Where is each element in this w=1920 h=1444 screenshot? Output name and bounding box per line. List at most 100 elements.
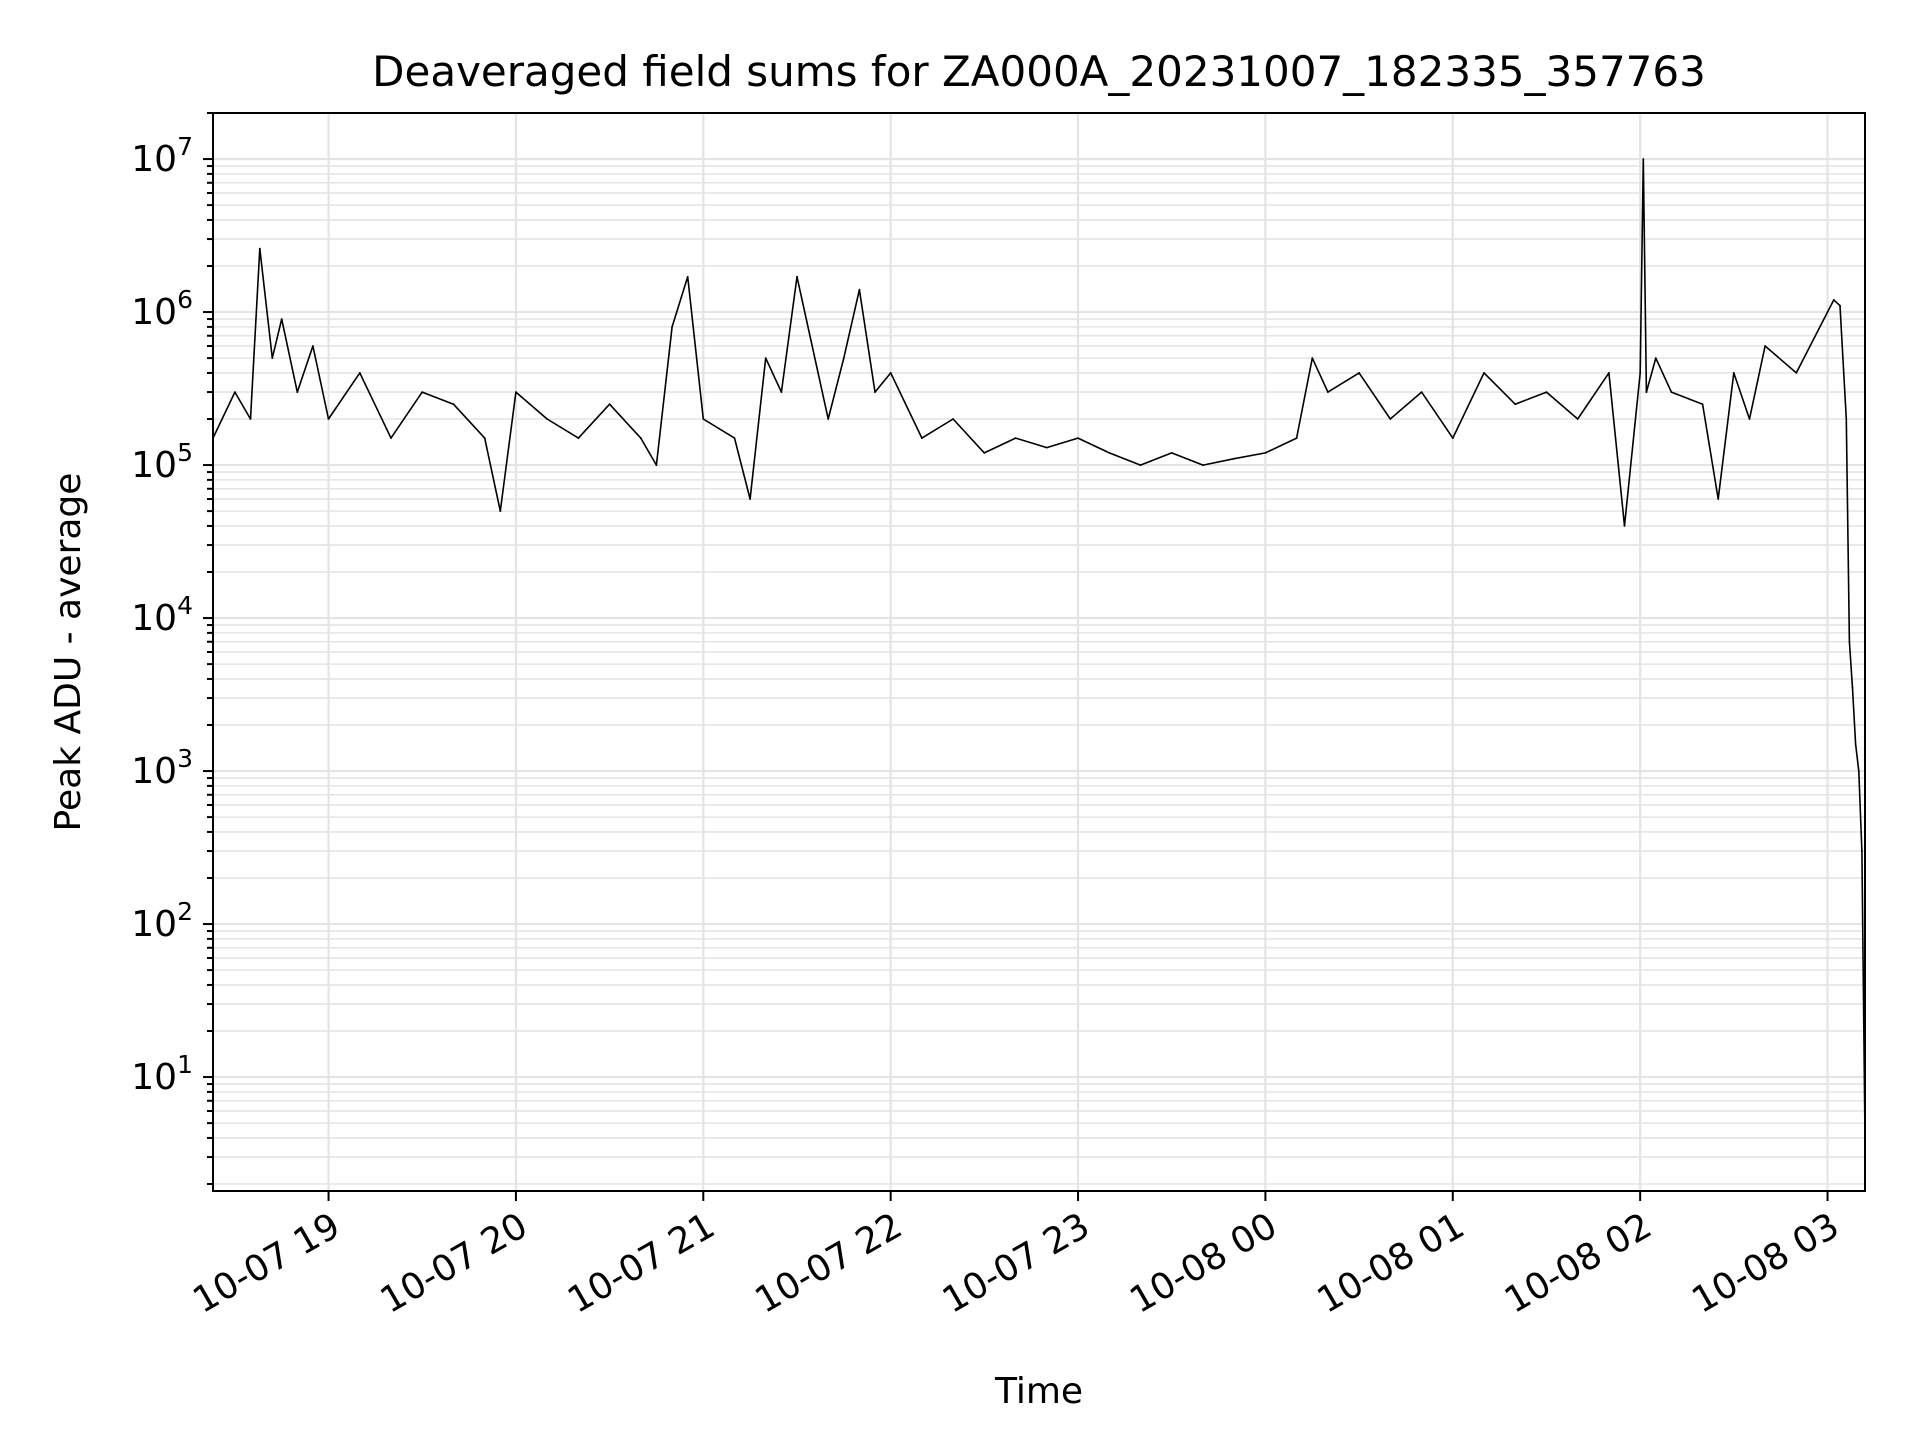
y-tick-label-exponent: 3 xyxy=(177,744,193,773)
series-point xyxy=(1545,391,1548,393)
y-tick-label-base: 10 xyxy=(131,1057,177,1098)
y-tick-label: 102 xyxy=(131,897,193,945)
series-point xyxy=(1202,464,1204,466)
series-point xyxy=(1623,525,1626,527)
y-tick-label: 103 xyxy=(131,744,193,792)
chart-title: Deaveraged field sums for ZA000A_2023100… xyxy=(372,47,1706,96)
series-point xyxy=(889,372,892,374)
series-point xyxy=(327,418,330,420)
series-point xyxy=(1264,452,1267,454)
series-point xyxy=(1654,357,1657,359)
series-point xyxy=(390,437,392,439)
series-point xyxy=(921,437,923,439)
y-tick-label-base: 10 xyxy=(131,292,177,333)
series-point xyxy=(796,275,798,278)
plot-frame xyxy=(212,112,1866,1192)
series-point xyxy=(1764,345,1766,347)
y-axis-label: Peak ADU - average xyxy=(48,473,89,832)
y-tick-label-base: 10 xyxy=(131,751,177,792)
series-point xyxy=(483,437,486,439)
series-point xyxy=(1389,418,1392,420)
series-point xyxy=(749,498,751,500)
y-tick-label-exponent: 6 xyxy=(177,285,193,314)
series-point xyxy=(499,510,502,512)
series-point xyxy=(1717,498,1720,500)
series-point xyxy=(1233,457,1236,460)
series-point xyxy=(452,403,455,406)
series-point xyxy=(249,418,252,420)
series-point xyxy=(1483,372,1485,374)
y-tick-label-exponent: 5 xyxy=(177,438,193,467)
series-point xyxy=(1854,743,1857,745)
series-point xyxy=(608,403,611,406)
series-point xyxy=(1848,640,1851,643)
series-point xyxy=(671,326,673,328)
series-point xyxy=(577,437,580,439)
series-point xyxy=(874,391,876,393)
series-point xyxy=(764,357,767,359)
series-point xyxy=(1645,391,1648,393)
y-tick-label: 106 xyxy=(131,285,193,333)
series-point xyxy=(296,391,299,393)
series-point xyxy=(1851,686,1854,689)
y-tick-label: 107 xyxy=(131,132,193,180)
series-point xyxy=(1832,299,1835,301)
series-point xyxy=(733,437,736,439)
y-tick-label-base: 10 xyxy=(131,139,177,180)
series-point xyxy=(1795,372,1798,374)
series-point xyxy=(1701,403,1704,406)
series-point xyxy=(280,318,283,320)
series-point xyxy=(271,357,274,359)
y-tick-label: 101 xyxy=(131,1050,193,1098)
series-point xyxy=(1420,391,1423,393)
series-point xyxy=(234,391,236,393)
series-point xyxy=(1139,464,1142,466)
series-point xyxy=(1108,452,1111,454)
series-point xyxy=(1826,311,1829,313)
y-tick-label: 105 xyxy=(131,438,193,486)
series-point xyxy=(983,452,986,454)
series-point xyxy=(827,418,830,420)
series-point xyxy=(1732,372,1735,374)
series-point xyxy=(780,391,783,393)
series-point xyxy=(1358,372,1360,374)
series-point xyxy=(1170,452,1173,454)
series-point xyxy=(1670,391,1673,393)
series-point xyxy=(1839,304,1841,307)
series-point xyxy=(515,391,517,393)
series-point xyxy=(1845,418,1848,420)
series-point xyxy=(1014,437,1017,439)
series-point xyxy=(639,437,642,439)
y-tick-label-exponent: 2 xyxy=(177,897,193,926)
series-point xyxy=(421,391,424,393)
series-point xyxy=(1295,437,1298,439)
series-point xyxy=(1639,372,1642,374)
y-tick-label-base: 10 xyxy=(131,598,177,639)
series-point xyxy=(1077,437,1079,439)
series-point xyxy=(1576,418,1579,420)
series-point xyxy=(842,357,845,359)
series-point xyxy=(546,418,548,420)
y-tick-label-base: 10 xyxy=(131,445,177,486)
series-point xyxy=(1045,446,1048,449)
series-point xyxy=(1514,403,1517,406)
series-point xyxy=(358,372,361,374)
series-point xyxy=(258,247,261,250)
series-point xyxy=(1451,437,1454,439)
y-tick-label-exponent: 1 xyxy=(177,1050,193,1079)
series-point xyxy=(655,464,658,466)
x-axis-label: Time xyxy=(994,1371,1083,1412)
series-point xyxy=(1311,357,1314,359)
series-point xyxy=(1857,770,1860,772)
y-tick-label-base: 10 xyxy=(131,904,177,945)
grid xyxy=(213,112,1865,1191)
y-tick-label-exponent: 7 xyxy=(177,132,193,161)
series-point xyxy=(1608,372,1610,374)
series-layer xyxy=(212,158,1866,1139)
y-tick-label: 104 xyxy=(131,591,193,639)
y-tick-label-exponent: 4 xyxy=(177,591,193,620)
series-line xyxy=(212,158,1866,1138)
